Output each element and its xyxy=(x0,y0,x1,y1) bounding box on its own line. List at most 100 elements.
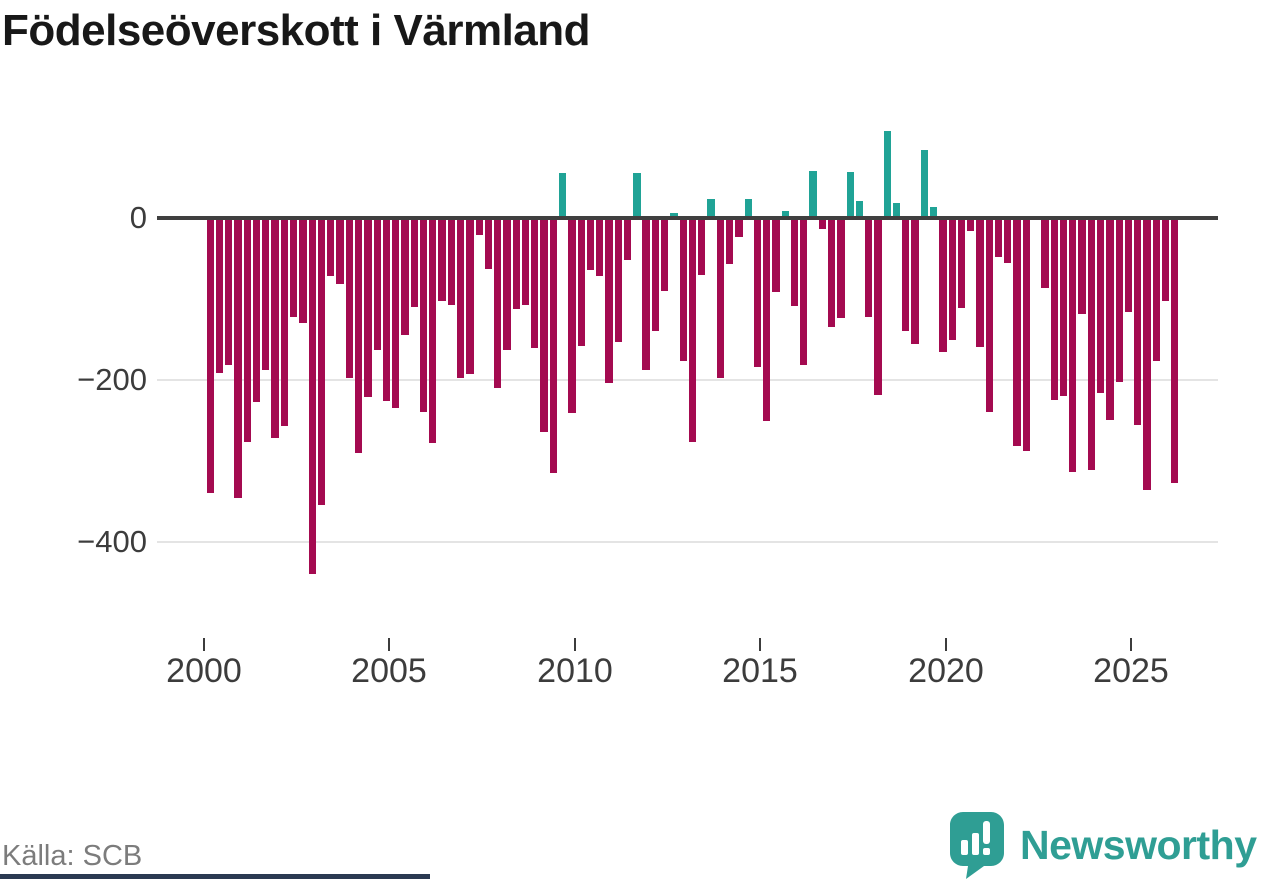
x-axis-label-2000: 2000 xyxy=(166,652,242,690)
bar-2009-Q3 xyxy=(559,173,567,218)
bar-2011-Q3 xyxy=(633,173,641,218)
bar-2017-Q4 xyxy=(865,218,873,317)
bar-2025-Q3 xyxy=(1152,218,1160,362)
x-axis-label-2015: 2015 xyxy=(722,652,798,690)
bar-2006-Q3 xyxy=(447,218,455,305)
bar-2016-Q1 xyxy=(800,218,808,365)
bar-2015-Q2 xyxy=(772,218,780,292)
bar-2023-Q4 xyxy=(1087,218,1095,470)
bar-2002-Q4 xyxy=(308,218,316,574)
bar-2008-Q3 xyxy=(521,218,530,305)
x-axis-tick-2010 xyxy=(574,638,576,651)
source-note: Källa: SCB xyxy=(2,840,143,872)
bar-2016-Q4 xyxy=(827,218,836,327)
x-axis-tick-2020 xyxy=(945,638,947,651)
bar-2014-Q3 xyxy=(744,199,752,218)
bar-2017-Q3 xyxy=(855,201,864,218)
bar-2000-Q3 xyxy=(225,218,233,366)
bar-2024-Q1 xyxy=(1096,218,1105,393)
bar-2013-Q1 xyxy=(688,218,697,442)
bar-2007-Q3 xyxy=(484,218,493,269)
bar-2021-Q3 xyxy=(1004,218,1012,264)
bar-2000-Q2 xyxy=(215,218,224,373)
bar-2004-Q4 xyxy=(382,218,391,402)
bar-2026-Q1 xyxy=(1171,218,1179,483)
bar-2006-Q1 xyxy=(429,218,437,444)
bar-2001-Q1 xyxy=(243,218,251,443)
bar-2001-Q3 xyxy=(262,218,270,371)
bar-2020-Q4 xyxy=(976,218,984,347)
bar-2025-Q4 xyxy=(1161,218,1170,302)
newsworthy-speech-bubble-chart-icon xyxy=(946,812,1012,879)
bar-2011-Q1 xyxy=(614,218,622,342)
bar-2025-Q1 xyxy=(1134,218,1142,426)
bar-2018-Q4 xyxy=(902,218,910,332)
bar-2006-Q2 xyxy=(438,218,446,301)
bar-2019-Q3 xyxy=(930,206,938,218)
newsworthy-wordmark: Newsworthy xyxy=(1020,822,1257,868)
bar-2024-Q2 xyxy=(1106,218,1114,420)
bar-2000-Q4 xyxy=(234,218,242,499)
bar-2015-Q3 xyxy=(781,210,789,218)
bar-2010-Q3 xyxy=(596,218,604,277)
bar-2004-Q1 xyxy=(354,218,363,453)
bar-2002-Q1 xyxy=(280,218,289,427)
bar-2004-Q2 xyxy=(364,218,372,397)
x-axis-zero-line xyxy=(157,216,1218,220)
bar-2020-Q2 xyxy=(957,218,966,308)
x-axis-tick-2015 xyxy=(759,638,761,651)
bar-2010-Q4 xyxy=(605,218,613,384)
bar-2005-Q1 xyxy=(392,218,400,408)
bar-2025-Q2 xyxy=(1143,218,1151,491)
bar-2016-Q3 xyxy=(818,218,826,229)
bar-2017-Q2 xyxy=(846,171,854,218)
bar-2002-Q3 xyxy=(299,218,307,324)
y-axis-label--400: −400 xyxy=(77,524,147,559)
bar-2014-Q1 xyxy=(725,218,734,265)
bar-2005-Q3 xyxy=(410,218,418,308)
footer-accent-bar xyxy=(0,874,430,879)
bar-2008-Q2 xyxy=(512,218,520,309)
bar-2019-Q1 xyxy=(911,218,919,344)
bar-2016-Q2 xyxy=(809,171,817,218)
bar-2022-Q3 xyxy=(1041,218,1049,288)
bar-2003-Q3 xyxy=(336,218,344,285)
bar-2021-Q2 xyxy=(994,218,1003,257)
bar-2006-Q4 xyxy=(456,218,465,379)
bar-2003-Q1 xyxy=(317,218,326,505)
bar-2002-Q2 xyxy=(290,218,298,317)
x-axis-label-2010: 2010 xyxy=(537,652,613,690)
bar-2008-Q1 xyxy=(503,218,511,350)
bar-2023-Q1 xyxy=(1059,218,1068,397)
bar-2007-Q2 xyxy=(475,218,483,235)
x-axis-tick-2000 xyxy=(203,638,205,651)
bar-2004-Q3 xyxy=(373,218,381,350)
bar-2003-Q4 xyxy=(345,218,353,378)
bar-2001-Q4 xyxy=(271,218,279,439)
bar-2008-Q4 xyxy=(531,218,539,349)
bar-2007-Q4 xyxy=(494,218,502,389)
x-axis-label-2005: 2005 xyxy=(351,652,427,690)
bar-2012-Q4 xyxy=(679,218,687,361)
bar-2018-Q1 xyxy=(874,218,882,396)
bar-2018-Q2 xyxy=(883,130,891,218)
bar-2001-Q2 xyxy=(252,218,261,402)
bar-2022-Q1 xyxy=(1022,218,1031,452)
bar-2020-Q1 xyxy=(948,218,956,341)
bar-2012-Q1 xyxy=(651,218,660,332)
bar-2024-Q4 xyxy=(1124,218,1133,312)
bar-2003-Q2 xyxy=(327,218,335,276)
bar-2020-Q3 xyxy=(967,218,975,231)
bar-2014-Q4 xyxy=(753,218,762,367)
page-title: Födelseöverskott i Värmland xyxy=(2,6,591,55)
newsworthy-logo: Newsworthy xyxy=(946,812,1258,879)
x-axis-tick-2025 xyxy=(1130,638,1132,651)
bar-2009-Q2 xyxy=(549,218,558,474)
x-axis-label-2020: 2020 xyxy=(908,652,984,690)
bar-2012-Q2 xyxy=(661,218,669,291)
bar-2023-Q2 xyxy=(1069,218,1077,473)
bar-2013-Q3 xyxy=(707,199,715,218)
bar-2009-Q1 xyxy=(540,218,548,432)
bar-2005-Q4 xyxy=(419,218,428,412)
